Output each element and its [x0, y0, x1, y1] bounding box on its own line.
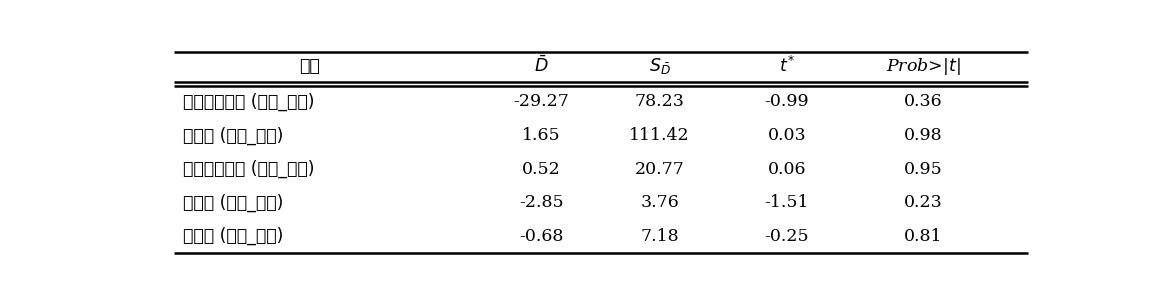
- Text: 활엽수 (전목_벌도): 활엽수 (전목_벌도): [183, 126, 284, 145]
- Text: 111.42: 111.42: [629, 127, 690, 144]
- Text: 0.95: 0.95: [904, 161, 942, 178]
- Text: 78.23: 78.23: [635, 94, 684, 110]
- Text: 리기다소나무 (전목_조재): 리기다소나무 (전목_조재): [183, 160, 314, 178]
- Text: 20.77: 20.77: [635, 161, 684, 178]
- Text: 활엽수 (전목_조재): 활엽수 (전목_조재): [183, 193, 284, 212]
- Text: -0.99: -0.99: [764, 94, 809, 110]
- Text: 0.23: 0.23: [904, 194, 942, 211]
- Text: 구분: 구분: [300, 57, 320, 75]
- Text: 0.36: 0.36: [904, 94, 942, 110]
- Text: Prob>|$t$|: Prob>|$t$|: [886, 56, 960, 77]
- Text: 0.52: 0.52: [523, 161, 561, 178]
- Text: -0.68: -0.68: [519, 228, 564, 245]
- Text: 리기다소나무 (전목_벌도): 리기다소나무 (전목_벌도): [183, 93, 314, 111]
- Text: 3.76: 3.76: [640, 194, 679, 211]
- Text: 1.65: 1.65: [523, 127, 561, 144]
- Text: -29.27: -29.27: [513, 94, 570, 110]
- Text: 0.06: 0.06: [768, 161, 806, 178]
- Text: $t^{*}$: $t^{*}$: [779, 56, 795, 76]
- Text: -1.51: -1.51: [764, 194, 809, 211]
- Text: 0.98: 0.98: [904, 127, 942, 144]
- Text: 7.18: 7.18: [640, 228, 679, 245]
- Text: 0.03: 0.03: [768, 127, 806, 144]
- Text: 0.81: 0.81: [904, 228, 942, 245]
- Text: 낙엽송 (전목_조재): 낙엽송 (전목_조재): [183, 227, 284, 245]
- Text: $S_{\bar{D}}$: $S_{\bar{D}}$: [649, 56, 670, 76]
- Text: -0.25: -0.25: [764, 228, 809, 245]
- Text: $\bar{D}$: $\bar{D}$: [534, 56, 548, 76]
- Text: -2.85: -2.85: [519, 194, 564, 211]
